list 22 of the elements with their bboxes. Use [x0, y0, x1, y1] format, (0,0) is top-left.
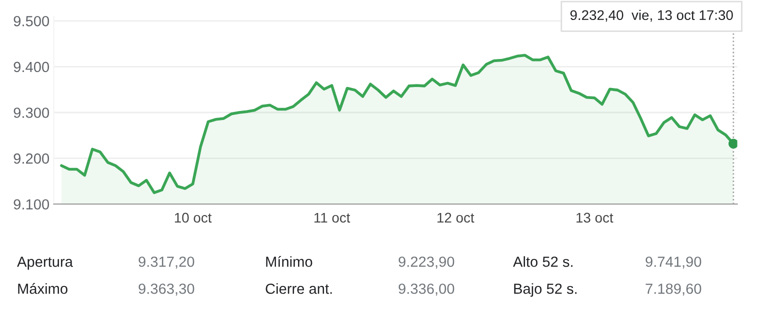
y-tick-label: 9.300 — [14, 108, 50, 118]
text: 9.741,90 — [646, 256, 702, 269]
y-tick-label: 9.400 — [14, 62, 50, 72]
text: 9.223,90 — [398, 256, 454, 269]
text: Mínimo — [266, 256, 312, 267]
text: Bajo 52 s. — [514, 283, 577, 297]
y-tick-label: 9.500 — [14, 16, 50, 26]
x-tick-label: 12 oct — [438, 212, 474, 223]
y-tick-label: 9.200 — [14, 153, 50, 164]
text: 7.189,60 — [646, 284, 702, 296]
text: 9.363,30 — [138, 284, 194, 296]
text: Cierre ant. — [266, 283, 332, 294]
text: 9.336,00 — [398, 284, 454, 296]
x-tick-label: 10 oct — [174, 212, 212, 223]
annotation: 9.232,40 vie, 13 oct 17:30 — [570, 10, 733, 22]
text: Alto 52 s. — [513, 256, 572, 267]
text: 9.317,20 — [138, 256, 194, 269]
text: Apertura — [17, 256, 73, 270]
x-tick-label: 13 oct — [576, 212, 614, 223]
text: Máximo — [18, 283, 68, 294]
y-tick-label: 9.100 — [14, 199, 50, 210]
x-tick-label: 11 oct — [314, 212, 350, 223]
